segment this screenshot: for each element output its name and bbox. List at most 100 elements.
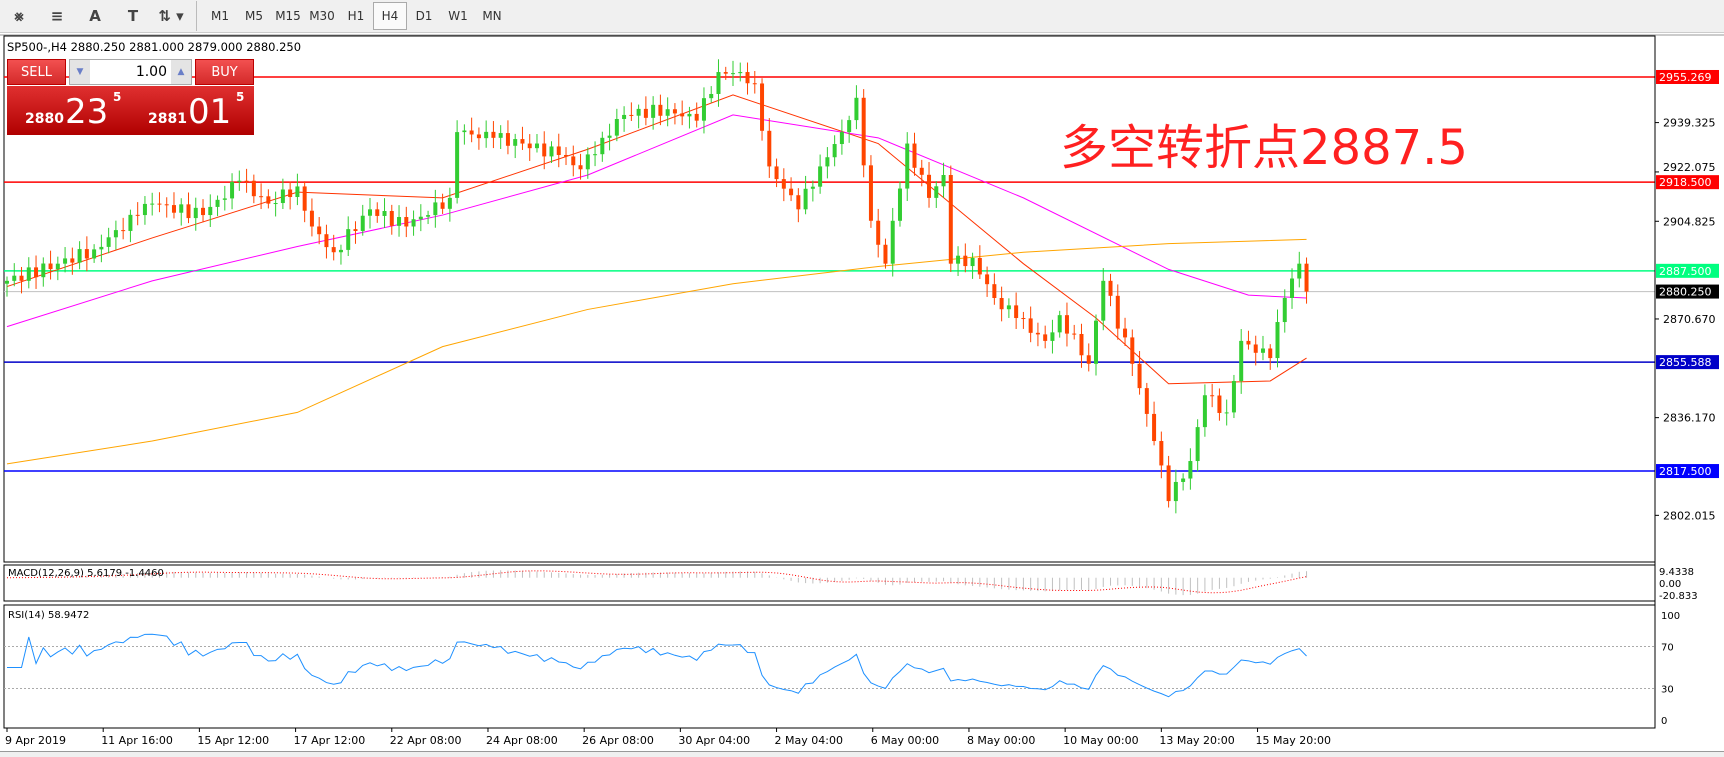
candle-body	[186, 204, 191, 219]
price-label: 2880.250	[1659, 286, 1712, 299]
time-tick-label: 15 May 20:00	[1256, 734, 1331, 747]
candle-body	[498, 133, 503, 138]
sell-button[interactable]: SELL	[7, 59, 66, 85]
candle-body	[404, 217, 409, 227]
candle-body	[1006, 305, 1011, 310]
candle-body	[585, 154, 590, 170]
macd-label: MACD(12,26,9) 5.6179 -1.4460	[8, 568, 164, 579]
macd-pane	[3, 564, 1656, 602]
price-chart[interactable]: 2939.325 2922.075 2904.825 2870.670 2836.170…	[0, 33, 1724, 751]
candle-body	[418, 216, 423, 220]
candle-body	[1275, 322, 1280, 359]
candle-body	[607, 135, 612, 138]
timeframe-h1[interactable]: H1	[347, 9, 365, 23]
price-label: 2918.500	[1659, 176, 1712, 189]
buy-button[interactable]: BUY	[195, 59, 254, 85]
timeframe-m5[interactable]: M5	[245, 9, 263, 23]
candle-body	[636, 108, 641, 116]
candle-body	[970, 257, 975, 267]
main-pane	[3, 35, 1656, 563]
buy-price[interactable]: 2881 01 5	[130, 86, 254, 135]
time-tick-label: 30 Apr 04:00	[678, 734, 750, 747]
candle-body	[919, 167, 924, 175]
candle-body	[484, 131, 489, 139]
candle-body	[331, 247, 336, 253]
sell-price[interactable]: 2880 23 5	[7, 86, 131, 135]
candle-body	[266, 196, 271, 204]
candle-body	[1057, 315, 1062, 333]
candle-body	[1166, 465, 1171, 502]
candle-body	[513, 139, 518, 146]
candle-body	[701, 98, 706, 121]
time-tick-label: 8 May 00:00	[967, 734, 1035, 747]
price-label-bg	[1656, 284, 1719, 299]
increase-lot-button[interactable]: ▲	[171, 60, 191, 84]
candle-body	[208, 206, 213, 216]
candle-body	[1159, 441, 1164, 466]
candle-body	[963, 255, 968, 267]
candle-body	[368, 209, 372, 216]
price-label: 2887.500	[1659, 265, 1712, 278]
time-tick-label: 17 Apr 12:00	[294, 734, 366, 747]
timeframe-m15[interactable]: M15	[275, 9, 301, 23]
candle-body	[280, 189, 285, 204]
candle-body	[767, 130, 772, 167]
candle-body	[455, 132, 460, 198]
candle-body	[1260, 348, 1265, 353]
timeframe-m30[interactable]: M30	[309, 9, 335, 23]
decrease-lot-button[interactable]: ▼	[70, 60, 90, 84]
candle-body	[629, 114, 634, 116]
fibo-icon[interactable]: ≡	[50, 7, 64, 25]
buy-price-prefix: 2881	[148, 111, 187, 127]
candle-body	[360, 215, 365, 231]
candle-body	[1210, 395, 1215, 397]
price-label: 2817.500	[1659, 465, 1712, 478]
sell-price-main: 23	[65, 92, 109, 132]
candle-body	[760, 83, 765, 131]
candle-body	[948, 175, 953, 264]
time-tick-label: 24 Apr 08:00	[486, 734, 558, 747]
candle-body	[411, 219, 416, 227]
candle-body	[55, 263, 60, 270]
indicators-icon[interactable]: ⨳	[14, 7, 24, 25]
moving-average-line	[6, 114, 1307, 328]
candle-body	[1079, 333, 1084, 356]
arrows-icon[interactable]: ⇅ ▾	[158, 7, 184, 25]
candle-body	[1021, 318, 1026, 320]
moving-average-line	[6, 94, 1307, 385]
candle-body	[999, 297, 1004, 310]
lot-size-stepper[interactable]: ▼ ▲	[69, 59, 192, 85]
lot-size-input[interactable]	[90, 60, 171, 84]
sell-price-prefix: 2880	[25, 111, 64, 127]
macd-tick-label: -20.833	[1659, 591, 1698, 602]
buy-price-fraction: 5	[236, 90, 245, 104]
candle-body	[1035, 332, 1040, 335]
candle-body	[680, 113, 685, 117]
candle-body	[868, 165, 873, 221]
candle-body	[752, 83, 757, 85]
candle-body	[505, 133, 510, 146]
timeframe-w1[interactable]: W1	[448, 9, 468, 23]
candle-body	[92, 249, 97, 259]
candle-body	[941, 175, 946, 187]
candle-body	[1108, 280, 1113, 296]
price-tick-label: 2836.170	[1663, 412, 1716, 425]
candle-body	[839, 132, 844, 145]
candle-body	[288, 189, 293, 198]
timeframe-m1[interactable]: M1	[211, 9, 229, 23]
text-label-icon[interactable]: T	[127, 7, 139, 25]
candle-body	[150, 203, 155, 205]
candle-body	[593, 154, 598, 156]
price-label-bg	[1656, 175, 1719, 190]
timeframe-d1[interactable]: D1	[415, 9, 433, 23]
candle-body	[476, 134, 481, 139]
time-tick-label: 6 May 00:00	[871, 734, 939, 747]
candle-body	[295, 186, 300, 198]
candle-body	[1297, 263, 1302, 279]
timeframe-h4[interactable]: H4	[373, 2, 407, 30]
candle-body	[934, 186, 939, 198]
text-icon[interactable]: A	[89, 7, 101, 25]
candle-body	[1094, 320, 1098, 364]
toolbar-divider	[196, 1, 197, 31]
timeframe-mn[interactable]: MN	[482, 9, 502, 23]
